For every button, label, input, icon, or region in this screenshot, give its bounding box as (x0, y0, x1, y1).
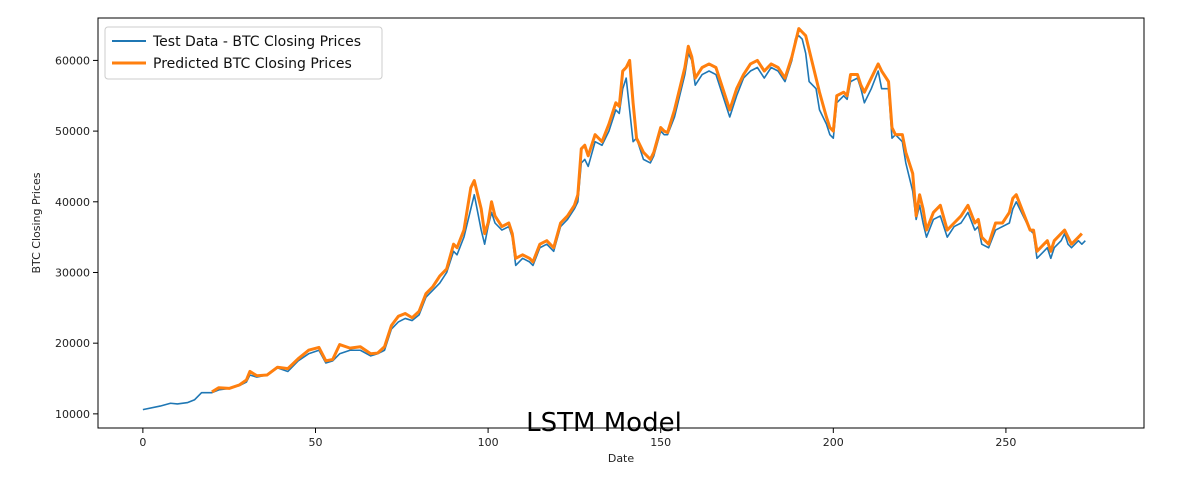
y-tick-label: 40000 (55, 196, 90, 209)
model-title: LSTM Model (526, 408, 682, 438)
x-axis: 0 50 100 150 200 250 (139, 428, 1016, 449)
series-line-predicted (211, 27, 1083, 394)
legend-label-test-data: Test Data - BTC Closing Prices (152, 34, 361, 50)
x-axis-label: Date (608, 452, 635, 465)
legend: Test Data - BTC Closing Prices Predicted… (104, 26, 383, 80)
x-tick-label: 100 (478, 436, 499, 449)
y-tick-label: 30000 (55, 266, 90, 279)
series-layer (142, 27, 1086, 411)
legend-label-predicted: Predicted BTC Closing Prices (153, 56, 352, 72)
x-tick-label: 50 (308, 436, 322, 449)
x-tick-label: 0 (139, 436, 146, 449)
x-tick-label: 250 (995, 436, 1016, 449)
y-tick-label: 60000 (55, 54, 90, 67)
y-tick-label: 10000 (55, 408, 90, 421)
x-tick-label: 200 (823, 436, 844, 449)
y-axis-label: BTC Closing Prices (30, 172, 43, 273)
x-tick-label: 150 (650, 436, 671, 449)
y-tick-label: 20000 (55, 337, 90, 350)
y-axis: 10000 20000 30000 40000 50000 60000 (55, 54, 98, 421)
legend-box (104, 26, 383, 80)
y-tick-label: 50000 (55, 125, 90, 138)
